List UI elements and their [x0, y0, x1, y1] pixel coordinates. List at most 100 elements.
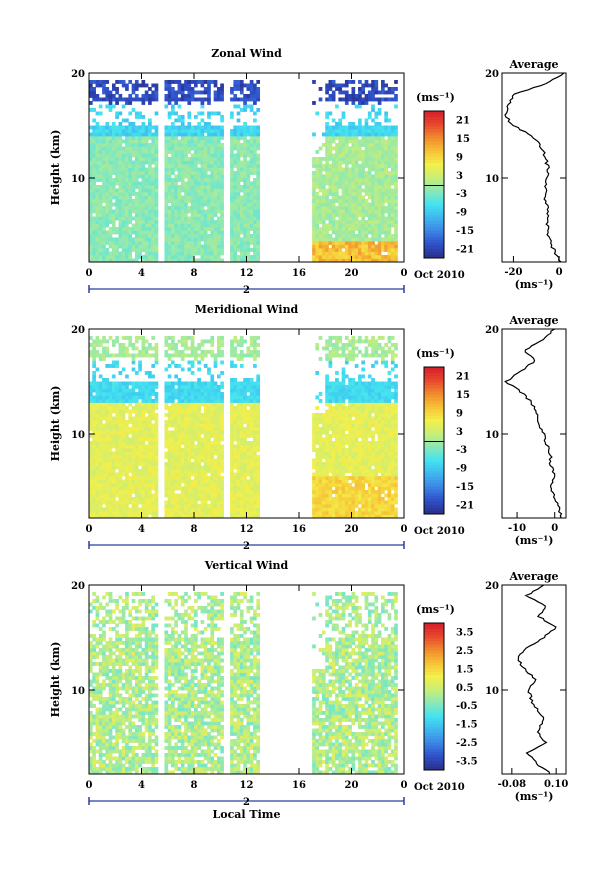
heatmap-cell: [249, 80, 254, 84]
heatmap-cell: [351, 199, 356, 203]
heatmap-cell: [203, 136, 208, 140]
heatmap-cell: [381, 178, 385, 182]
heatmap-cell: [125, 185, 129, 189]
heatmap-cell: [131, 174, 136, 179]
heatmap-cell: [200, 430, 205, 435]
heatmap-cell: [98, 230, 103, 235]
heatmap-cell: [200, 248, 205, 252]
heatmap-cell: [374, 248, 379, 252]
heatmap-cell: [118, 202, 123, 207]
heatmap-cell: [236, 234, 241, 238]
heatmap-cell: [118, 188, 123, 193]
heatmap-cell: [92, 248, 96, 252]
heatmap-cell: [213, 209, 218, 214]
heatmap-cell: [115, 413, 119, 417]
heatmap-cell: [203, 244, 208, 249]
heatmap-cell: [243, 150, 247, 154]
heatmap-cell: [125, 101, 129, 105]
heatmap-cell: [95, 427, 100, 431]
heatmap-cell: [256, 241, 261, 245]
heatmap-cell: [216, 150, 221, 154]
heatmap-cell: [89, 188, 93, 193]
heatmap-cell: [367, 139, 372, 144]
heatmap-cell: [394, 251, 398, 256]
heatmap-cell: [315, 223, 320, 228]
heatmap-cell: [194, 388, 198, 393]
heatmap-cell: [190, 511, 195, 515]
heatmap-cell: [125, 385, 129, 389]
heatmap-cell: [207, 416, 211, 421]
heatmap-cell: [220, 174, 224, 179]
heatmap-cell: [151, 216, 156, 221]
heatmap-cell: [125, 406, 129, 410]
heatmap-cell: [184, 171, 188, 175]
heatmap-cell: [331, 181, 336, 186]
heatmap-cell: [216, 350, 221, 354]
heatmap-cell: [144, 185, 149, 189]
heatmap-cell: [256, 157, 261, 161]
heatmap-cell: [177, 83, 182, 88]
heatmap-cell: [187, 206, 192, 210]
heatmap-cell: [108, 423, 113, 428]
heatmap-cell: [89, 248, 93, 252]
heatmap-cell: [207, 227, 211, 231]
heatmap-cell: [89, 255, 93, 259]
heatmap-cell: [138, 188, 142, 193]
heatmap-cell: [341, 213, 346, 217]
heatmap-cell: [364, 164, 369, 168]
heatmap-cell: [328, 94, 333, 98]
heatmap-cell: [341, 244, 346, 249]
heatmap-cell: [125, 409, 129, 414]
heatmap-cell: [144, 395, 149, 400]
heatmap-cell: [134, 336, 139, 340]
heatmap-cell: [128, 448, 133, 452]
heatmap-cell: [203, 97, 208, 102]
heatmap-cell: [131, 504, 136, 508]
heatmap-cell: [187, 234, 192, 238]
heatmap-cell: [200, 202, 205, 207]
heatmap-cell: [89, 350, 93, 354]
heatmap-cell: [384, 139, 388, 144]
heatmap-cell: [105, 195, 110, 200]
heatmap-cell: [167, 94, 172, 98]
heatmap-cell: [341, 125, 346, 130]
heatmap-cell: [200, 441, 205, 445]
heatmap-cell: [141, 504, 146, 508]
heatmap-cell: [348, 216, 352, 221]
heatmap-cell: [89, 251, 93, 256]
heatmap-cell: [174, 139, 178, 144]
heatmap-cell: [177, 258, 182, 263]
heatmap-cell: [249, 125, 254, 130]
heatmap-cell: [220, 483, 224, 487]
heatmap-cell: [341, 209, 346, 214]
heatmap-cell: [164, 223, 169, 228]
heatmap-cell: [131, 465, 136, 470]
heatmap-cell: [141, 241, 146, 245]
heatmap-cell: [138, 385, 142, 389]
heatmap-cell: [187, 157, 192, 161]
heatmap-cell: [213, 476, 218, 480]
heatmap-cell: [105, 136, 110, 140]
heatmap-cell: [148, 118, 152, 123]
heatmap-cell: [312, 101, 316, 105]
heatmap-cell: [194, 483, 198, 487]
heatmap-cell: [134, 206, 139, 210]
heatmap-cell: [364, 188, 369, 193]
heatmap-cell: [95, 476, 100, 480]
heatmap-cell: [89, 402, 93, 407]
heatmap-cell: [171, 220, 175, 224]
heatmap-cell: [358, 188, 362, 193]
heatmap-cell: [377, 146, 382, 151]
heatmap-cell: [233, 209, 238, 214]
heatmap-cell: [154, 441, 159, 445]
heatmap-cell: [338, 153, 343, 158]
heatmap-cell: [207, 469, 211, 473]
heatmap-cell: [335, 122, 339, 126]
heatmap-cell: [164, 104, 169, 109]
heatmap-cell: [236, 83, 241, 88]
heatmap-cell: [184, 255, 188, 259]
heatmap-cell: [197, 511, 201, 515]
heatmap-cell: [367, 220, 372, 224]
heatmap-cell: [180, 465, 185, 470]
heatmap-cell: [141, 125, 146, 130]
